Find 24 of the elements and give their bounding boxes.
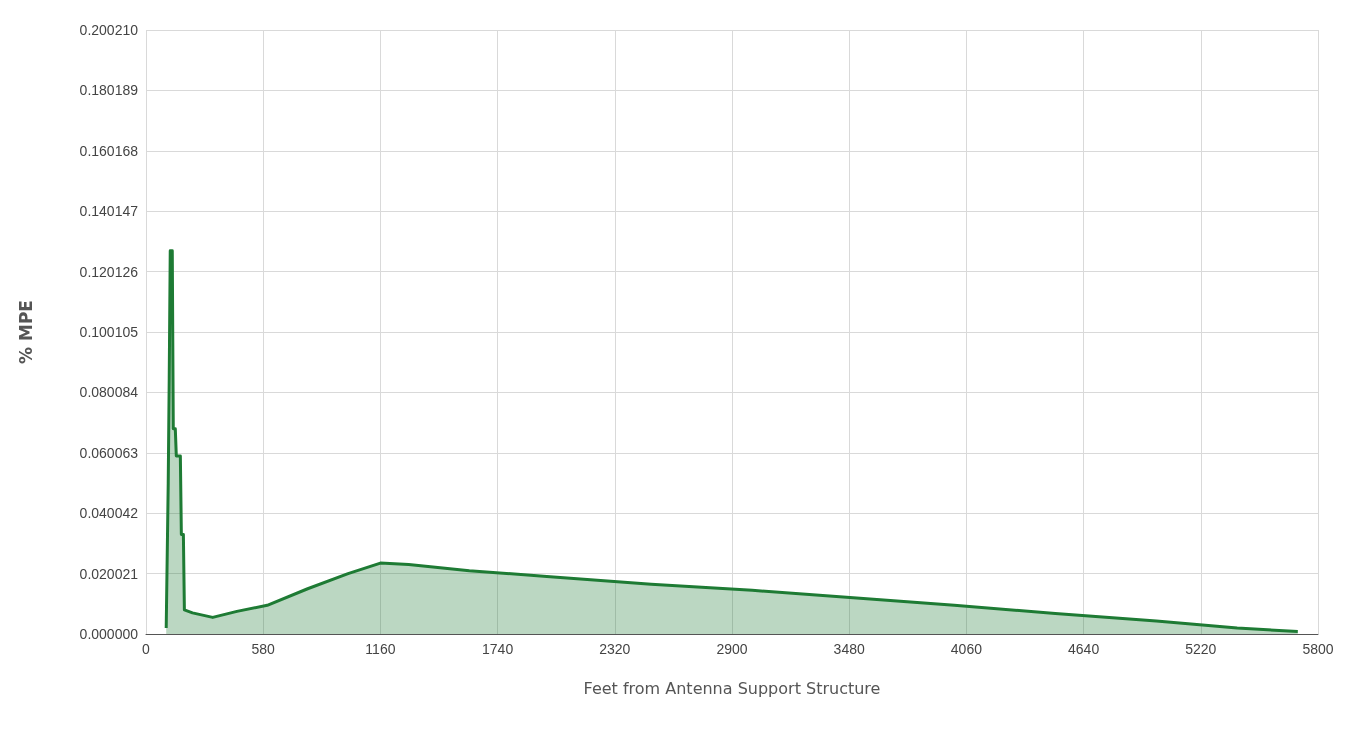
x-tick-label: 1160 <box>365 641 396 657</box>
y-tick-label: 0.120126 <box>79 263 139 280</box>
x-tick-label: 3480 <box>833 641 865 657</box>
x-tick-label: 5220 <box>1185 641 1217 657</box>
y-tick-label: 0.080084 <box>79 384 139 401</box>
y-tick-label: 0.160168 <box>79 142 139 159</box>
y-tick-label: 0.180189 <box>79 82 139 99</box>
y-tick-label: 0.140147 <box>79 203 139 220</box>
x-tick-label: 4640 <box>1068 641 1100 657</box>
x-axis-title: Feet from Antenna Support Structure <box>583 678 881 698</box>
x-tick-label: 580 <box>251 641 276 657</box>
y-tick-label: 0.020021 <box>79 565 139 582</box>
x-tick-label: 2900 <box>716 641 748 657</box>
y-tick-label: 0.100105 <box>79 324 139 340</box>
x-tick-label: 2320 <box>599 641 631 657</box>
y-axis-title: % MPE <box>15 300 36 364</box>
y-tick-label: 0.200210 <box>79 22 139 38</box>
x-tick-label: 0 <box>142 641 151 657</box>
x-tick-label: 1740 <box>482 641 514 657</box>
x-tick-label: 4060 <box>950 641 983 657</box>
y-tick-label: 0.040042 <box>79 505 139 522</box>
y-tick-label: 0.000000 <box>79 626 139 642</box>
x-tick-label: 5800 <box>1302 641 1334 657</box>
y-tick-label: 0.060063 <box>79 444 139 461</box>
